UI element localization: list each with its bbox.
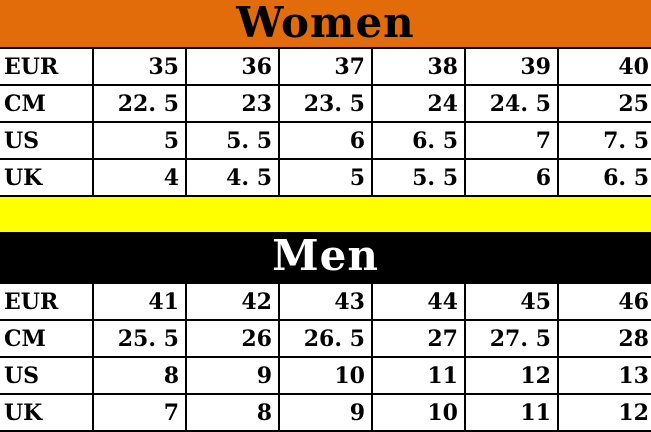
size-cell: 44 <box>371 282 466 321</box>
size-table-men: EUR 41 42 43 44 45 46 CM 25. 5 26 26. 5 … <box>0 282 651 432</box>
size-cell: 26 <box>185 319 280 358</box>
size-cell: 38 <box>371 47 466 86</box>
size-cell: 6 <box>278 121 373 160</box>
size-cell: 6. 5 <box>557 158 651 197</box>
size-cell: 27 <box>371 319 466 358</box>
size-cell: 11 <box>464 393 559 432</box>
row-label: EUR <box>0 282 94 321</box>
size-cell: 36 <box>185 47 280 86</box>
size-cell: 40 <box>557 47 651 86</box>
size-cell: 43 <box>278 282 373 321</box>
size-cell: 25. 5 <box>92 319 187 358</box>
row-label: UK <box>0 158 94 197</box>
size-cell: 5. 5 <box>185 121 280 160</box>
table-row: US 8 9 10 11 12 13 <box>0 356 651 395</box>
row-label: EUR <box>0 47 94 86</box>
table-row: EUR 41 42 43 44 45 46 <box>0 282 651 321</box>
size-table-women: EUR 35 36 37 38 39 40 CM 22. 5 23 23. 5 … <box>0 47 651 197</box>
size-cell: 26. 5 <box>278 319 373 358</box>
table-row: UK 7 8 9 10 11 12 <box>0 393 651 432</box>
table-row: EUR 35 36 37 38 39 40 <box>0 47 651 86</box>
table-row: CM 25. 5 26 26. 5 27 27. 5 28 <box>0 319 651 358</box>
size-cell: 23. 5 <box>278 84 373 123</box>
size-cell: 5. 5 <box>371 158 466 197</box>
size-cell: 23 <box>185 84 280 123</box>
women-section-header: Women <box>0 0 651 47</box>
size-cell: 7 <box>464 121 559 160</box>
size-cell: 10 <box>278 356 373 395</box>
size-cell: 24 <box>371 84 466 123</box>
size-cell: 39 <box>464 47 559 86</box>
size-cell: 7 <box>92 393 187 432</box>
table-row: US 5 5. 5 6 6. 5 7 7. 5 <box>0 121 651 160</box>
size-cell: 13 <box>557 356 651 395</box>
size-cell: 7. 5 <box>557 121 651 160</box>
size-cell: 8 <box>92 356 187 395</box>
size-cell: 4 <box>92 158 187 197</box>
size-cell: 6 <box>464 158 559 197</box>
size-cell: 41 <box>92 282 187 321</box>
size-cell: 45 <box>464 282 559 321</box>
row-label: US <box>0 121 94 160</box>
size-cell: 28 <box>557 319 651 358</box>
size-cell: 9 <box>185 356 280 395</box>
women-title: Women <box>236 0 415 47</box>
row-label: CM <box>0 84 94 123</box>
row-label: US <box>0 356 94 395</box>
size-cell: 5 <box>92 121 187 160</box>
men-title: Men <box>272 231 379 280</box>
table-row: UK 4 4. 5 5 5. 5 6 6. 5 <box>0 158 651 197</box>
row-label: CM <box>0 319 94 358</box>
row-label: UK <box>0 393 94 432</box>
size-cell: 12 <box>557 393 651 432</box>
size-cell: 37 <box>278 47 373 86</box>
size-cell: 9 <box>278 393 373 432</box>
men-section-header: Men <box>0 232 651 282</box>
size-cell: 10 <box>371 393 466 432</box>
size-cell: 12 <box>464 356 559 395</box>
size-cell: 6. 5 <box>371 121 466 160</box>
size-cell: 27. 5 <box>464 319 559 358</box>
size-cell: 22. 5 <box>92 84 187 123</box>
size-cell: 4. 5 <box>185 158 280 197</box>
size-cell: 24. 5 <box>464 84 559 123</box>
table-row: CM 22. 5 23 23. 5 24 24. 5 25 <box>0 84 651 123</box>
size-cell: 42 <box>185 282 280 321</box>
size-cell: 5 <box>278 158 373 197</box>
size-cell: 11 <box>371 356 466 395</box>
size-cell: 25 <box>557 84 651 123</box>
size-cell: 8 <box>185 393 280 432</box>
yellow-divider <box>0 197 651 232</box>
size-cell: 35 <box>92 47 187 86</box>
size-cell: 46 <box>557 282 651 321</box>
